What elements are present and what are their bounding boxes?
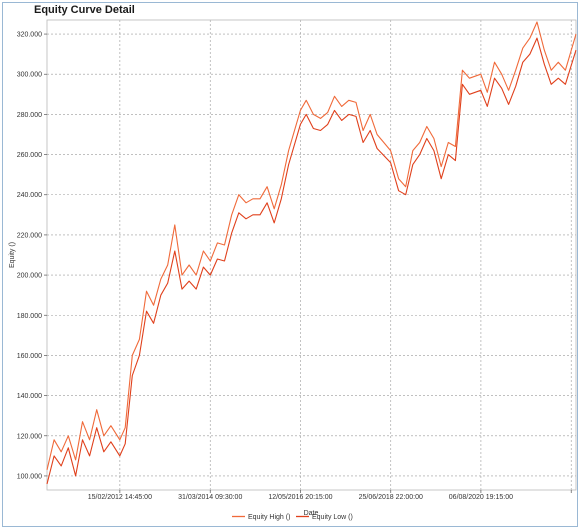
series-line-equity-low (46, 37, 577, 485)
y-tick-label: 180.000 (17, 313, 42, 320)
y-tick-label: 120.000 (17, 433, 42, 440)
y-tick-label: 320.000 (17, 32, 42, 39)
x-axis-ticks: 15/02/2012 14:45:00 31/03/2014 09:30:00 12… (88, 490, 572, 501)
legend: Equity High () Equity Low () (232, 514, 353, 521)
x-tick-label: 25/06/2018 22:00:00 (359, 494, 423, 501)
y-tick-label: 300.000 (17, 72, 42, 79)
series-line-equity-high (46, 21, 577, 471)
chart-title: Equity Curve Detail (34, 4, 135, 16)
x-tick-label: 31/03/2014 09:30:00 (178, 494, 242, 501)
y-tick-label: 240.000 (17, 192, 42, 199)
plot-area-border (46, 19, 577, 491)
y-tick-label: 160.000 (17, 353, 42, 360)
y-tick-label: 260.000 (17, 152, 42, 159)
y-tick-label: 140.000 (17, 393, 42, 400)
y-tick-label: 280.000 (17, 112, 42, 119)
y-tick-label: 100.000 (17, 473, 42, 480)
x-axis-label: Date (304, 510, 319, 517)
x-tick-label: 12/05/2016 20:15:00 (268, 494, 332, 501)
legend-label: Equity Low () (312, 514, 353, 521)
x-tick-label: 15/02/2012 14:45:00 (88, 494, 152, 501)
y-tick-label: 200.000 (17, 273, 42, 280)
legend-label: Equity High () (248, 514, 290, 521)
series-layer (46, 21, 577, 485)
chart-frame (2, 2, 578, 527)
x-tick-label: 06/08/2020 19:15:00 (449, 494, 513, 501)
grid-lines (47, 20, 576, 490)
y-axis-ticks: 100.000 120.000 140.000 160.000 180.000 200.0… (17, 32, 47, 480)
y-axis-label: Equity () (9, 242, 16, 268)
y-tick-label: 220.000 (17, 232, 42, 239)
